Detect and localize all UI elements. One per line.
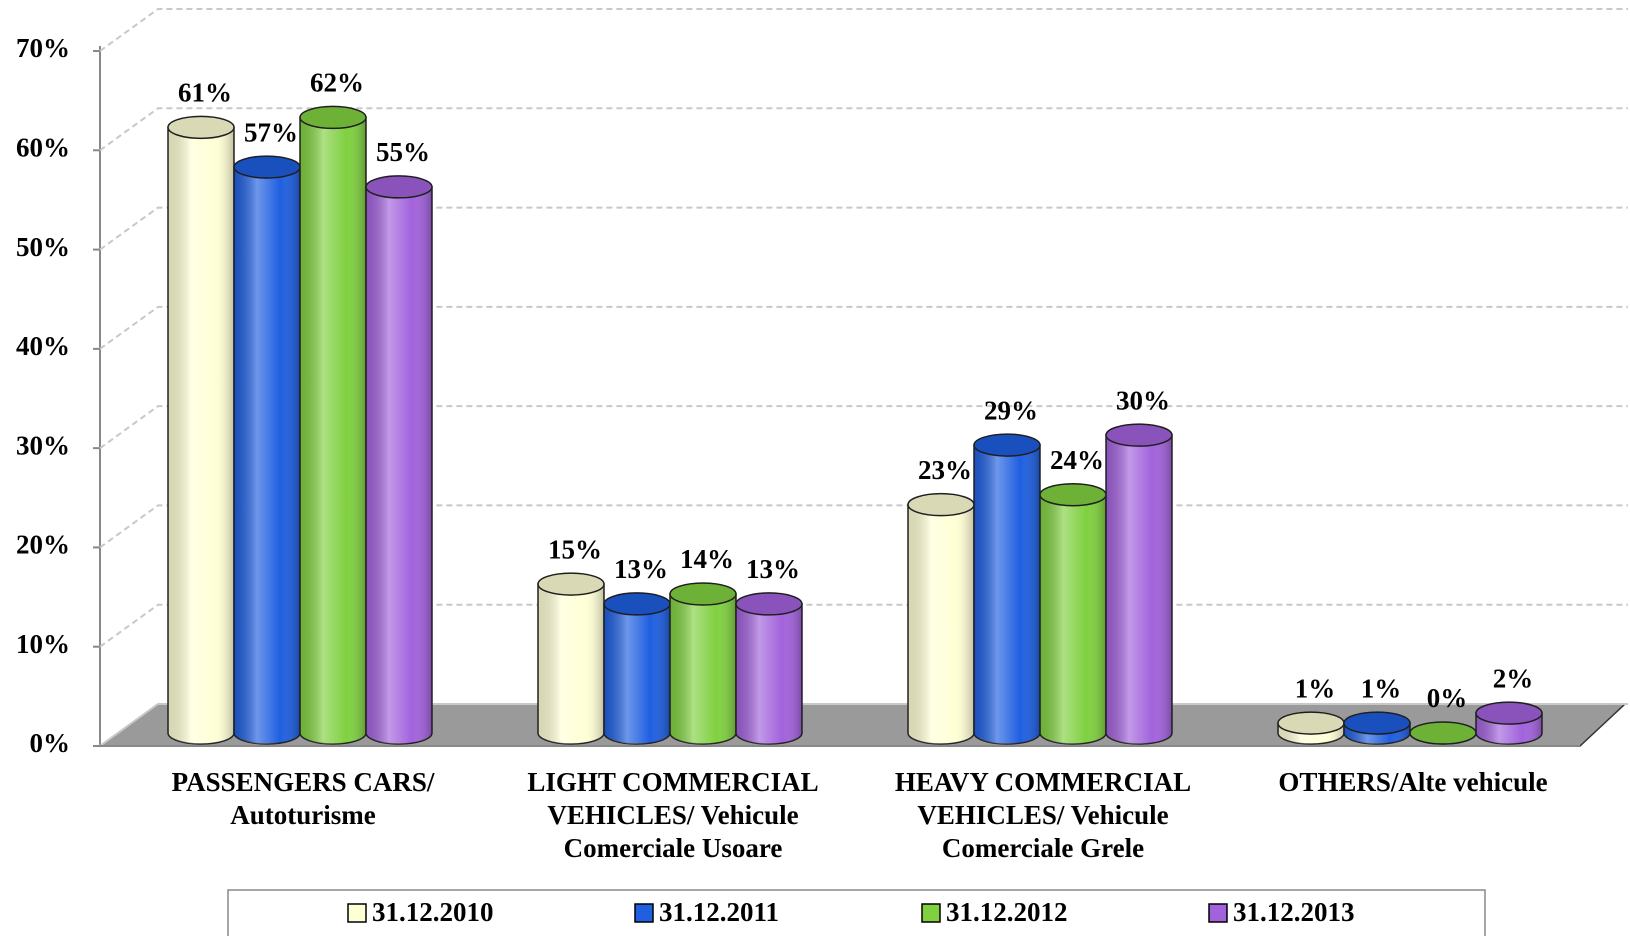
data-label: 2%: [1493, 663, 1534, 693]
data-label: 13%: [614, 554, 668, 584]
data-label: 62%: [310, 68, 364, 98]
grid-line: [99, 405, 1628, 449]
legend-label: 31.12.2011: [659, 897, 779, 927]
y-tick-label: 30%: [16, 430, 70, 460]
bar-shade: [604, 603, 670, 744]
grid-line: [99, 305, 1628, 350]
data-label: 1%: [1295, 673, 1336, 703]
bar-top-shade: [1410, 722, 1476, 744]
legend-label: 31.12.2012: [946, 897, 1068, 927]
bar-top: [365, 175, 433, 199]
legend-label: 31.12.2010: [372, 897, 494, 927]
y-tick-label: 50%: [16, 232, 70, 262]
bar-top-shade: [1476, 702, 1542, 725]
y-tick-label: 20%: [16, 530, 70, 560]
x-tick-label: HEAVY COMMERCIAL VEHICLES/ Vehicule Come…: [894, 767, 1192, 863]
bar-top: [735, 592, 803, 616]
data-label: 1%: [1361, 673, 1402, 703]
x-tick-label: PASSENGERS CARS/ Autoturisme: [171, 767, 435, 830]
y-tick-label: 40%: [16, 331, 70, 361]
x-tick-label: LIGHT COMMERCIAL VEHICLES/ Vehicule Come…: [527, 767, 819, 863]
bar-top-shade: [736, 592, 802, 615]
bar-shade: [538, 584, 604, 744]
legend-box: [227, 889, 1486, 936]
bar-top-shade: [1278, 712, 1344, 735]
bar-shade: [234, 167, 300, 744]
data-label: 30%: [1116, 385, 1170, 415]
bar-shade: [1040, 494, 1106, 744]
bar-shade: [670, 594, 736, 744]
bar-shade: [300, 117, 366, 744]
y-tick-label: 10%: [16, 629, 70, 659]
data-label: 24%: [1050, 445, 1104, 475]
bar-top-shade: [234, 156, 300, 179]
bar-top: [1105, 423, 1173, 447]
x-tick-label: OTHERS/Alte vehicule: [1278, 767, 1548, 797]
bar-top-shade: [366, 175, 432, 198]
bar-shade: [1106, 435, 1172, 744]
bar-top: [669, 582, 737, 606]
bar-top-shade: [168, 116, 234, 139]
bar-top-shade: [1106, 424, 1172, 447]
data-label: 55%: [376, 137, 430, 167]
bar-shade: [366, 186, 432, 744]
bar-shade: [168, 127, 234, 745]
data-label: 0%: [1427, 683, 1468, 713]
bar-top-shade: [670, 583, 736, 605]
legend-swatch: [634, 903, 654, 923]
bar-top-shade: [1344, 712, 1410, 735]
bar-top: [1343, 711, 1411, 735]
bar-top: [973, 433, 1041, 457]
bar-top-shade: [300, 106, 366, 129]
bar-top-shade: [908, 493, 974, 516]
legend-label: 31.12.2013: [1233, 897, 1355, 927]
data-label: 57%: [244, 117, 298, 147]
bar-top-shade: [974, 434, 1040, 457]
data-label: 13%: [746, 554, 800, 584]
data-label: 29%: [984, 395, 1038, 425]
legend-swatch: [921, 903, 941, 923]
bar-top: [537, 572, 605, 596]
legend-swatch: [347, 903, 367, 923]
bar-top: [1475, 701, 1543, 725]
grid-line: [99, 206, 1628, 251]
bar-top: [167, 115, 235, 140]
y-tick-label: 70%: [16, 33, 70, 63]
bar-top-shade: [604, 592, 670, 615]
bar-shade: [974, 445, 1040, 744]
bar-top-shade: [1040, 483, 1106, 506]
legend-swatch: [1208, 903, 1228, 923]
grid-line: [99, 107, 1628, 152]
y-tick-label: 0%: [30, 728, 71, 758]
data-label: 15%: [548, 534, 602, 564]
bar-shade: [908, 504, 974, 744]
bar-shade: [736, 603, 802, 744]
data-label: 14%: [680, 544, 734, 574]
bar-top-shade: [538, 573, 604, 596]
bar-top: [299, 105, 367, 130]
data-label: 23%: [918, 455, 972, 485]
data-label: 61%: [178, 78, 232, 108]
grid-line: [99, 8, 1628, 52]
y-tick-label: 60%: [16, 132, 70, 162]
